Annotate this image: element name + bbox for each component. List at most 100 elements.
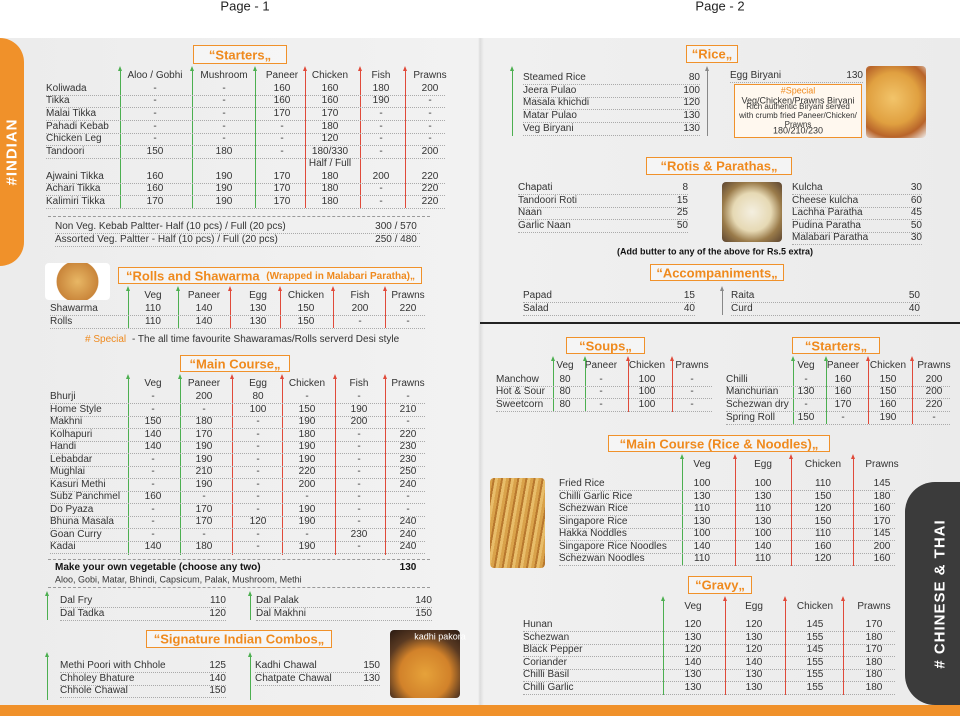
item-name: Singapore Rice	[559, 515, 628, 527]
item-price: 140	[195, 316, 213, 327]
column-divider	[176, 286, 180, 328]
item-price: 110	[210, 595, 226, 606]
item-name: Kadhi Chawal	[255, 660, 317, 671]
item-price: -	[151, 478, 155, 490]
item-price: 140	[693, 540, 711, 552]
item-price: 100	[638, 399, 656, 410]
row-leader	[559, 490, 895, 491]
special-box	[734, 84, 862, 138]
item-price: 80	[559, 386, 571, 397]
item-price: 160	[146, 183, 164, 194]
item-price: 140	[415, 595, 432, 606]
item-price: 100	[693, 528, 711, 539]
row-leader	[50, 503, 425, 504]
item-price: -	[357, 428, 361, 440]
column-header: Veg	[556, 360, 574, 371]
item-name: Masala khichdi	[523, 97, 590, 109]
item-price: 140	[684, 656, 702, 668]
item-price: -	[932, 412, 936, 423]
row-leader	[726, 398, 950, 399]
row-leader	[50, 553, 425, 554]
row-leader	[46, 133, 445, 134]
row-leader	[523, 656, 895, 658]
item-price: -	[151, 453, 155, 465]
item-name: Makhni	[50, 416, 83, 427]
item-price: 130	[683, 122, 700, 134]
item-name: Assorted Veg. Paltter - Half (10 pcs) / …	[55, 234, 278, 245]
column-divider	[383, 374, 387, 555]
item-price: -	[305, 391, 309, 402]
item-price: 145	[806, 644, 824, 656]
side-tab	[0, 38, 24, 266]
item-name: Garlic Naan	[518, 220, 571, 232]
column-divider	[118, 66, 122, 208]
item-name: Do Pyaza	[50, 503, 94, 515]
column-divider	[723, 596, 727, 695]
column-divider	[789, 454, 793, 566]
column-divider	[45, 591, 49, 620]
item-price: 8	[682, 182, 688, 193]
item-price: 180	[195, 541, 213, 552]
section-title: “Rolls and Shawarma	[126, 268, 260, 283]
item-name: Chilli Basil	[523, 669, 570, 681]
item-price: 220	[421, 196, 439, 207]
item-price: -	[379, 121, 383, 132]
row-leader	[518, 194, 688, 195]
item-price: 155	[806, 631, 824, 643]
item-name: Veg Biryani	[523, 122, 574, 134]
special-price: 180/210/230	[772, 125, 824, 136]
item-price: 130	[684, 669, 702, 681]
item-price: 190	[215, 196, 233, 207]
row-leader	[50, 415, 425, 417]
item-price: -	[153, 121, 157, 132]
item-name: Rolls	[50, 316, 73, 327]
column-header: Prawns	[391, 290, 425, 301]
item-price: 130	[745, 631, 763, 643]
column-divider	[866, 356, 870, 424]
section-title-box	[686, 45, 738, 63]
item-price: -	[153, 83, 157, 94]
item-price: 240	[399, 516, 417, 527]
item-price: 110	[145, 303, 161, 314]
column-header: Veg	[693, 459, 711, 470]
item-price: -	[222, 95, 226, 106]
item-price: 180	[298, 428, 316, 440]
item-price: -	[280, 146, 284, 157]
section-title-box	[608, 435, 830, 452]
item-price: 100	[638, 386, 656, 397]
item-name: Hunan	[523, 619, 553, 630]
item-price: 120	[249, 516, 267, 527]
item-price: 200	[350, 416, 368, 427]
row-leader	[50, 453, 425, 454]
item-price: -	[305, 491, 309, 502]
row-leader	[726, 424, 950, 425]
item-name: Malabari Paratha	[792, 232, 869, 243]
item-price: 170	[146, 196, 164, 207]
row-leader	[523, 109, 700, 111]
item-price: 170	[195, 428, 213, 440]
item-price: 15	[676, 194, 688, 206]
item-price: 50	[910, 219, 922, 231]
column-divider	[45, 652, 49, 700]
row-leader	[496, 398, 712, 399]
row-leader	[46, 195, 445, 196]
row-leader	[50, 490, 425, 492]
item-price: 80	[559, 399, 571, 410]
item-price: 190	[195, 453, 213, 465]
item-price: 190	[298, 453, 316, 465]
page-label: Page - 2	[695, 0, 745, 14]
item-name: Egg Biryani	[730, 70, 782, 81]
column-header: Paneer	[265, 70, 299, 81]
item-price: 120	[745, 644, 763, 656]
item-price: -	[153, 133, 157, 144]
item-price: -	[428, 133, 432, 144]
item-price: 140	[144, 441, 162, 452]
item-price: 100	[754, 528, 772, 539]
item-price: 230	[350, 528, 368, 540]
item-price: 150	[209, 685, 226, 696]
item-name: Pudina Paratha	[792, 219, 861, 231]
note: (Add butter to any of the above for Rs.5…	[616, 246, 814, 257]
section-title-box	[118, 267, 422, 284]
row-leader	[46, 183, 445, 184]
item-price: 120	[684, 619, 702, 630]
